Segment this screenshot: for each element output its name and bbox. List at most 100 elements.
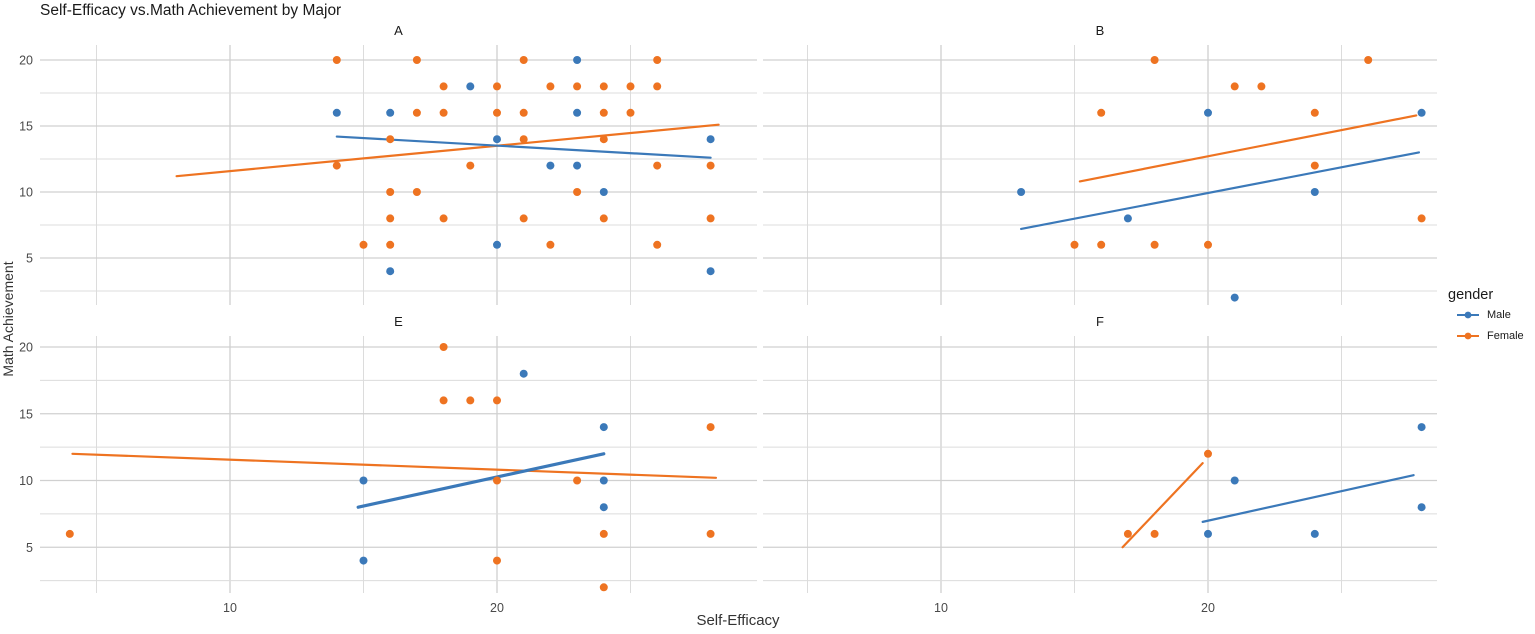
point-female-A	[653, 240, 662, 249]
point-male-B	[1417, 108, 1426, 117]
point-female-A	[599, 82, 608, 91]
point-female-A	[493, 82, 501, 91]
point-female-E	[573, 476, 582, 485]
point-male-A	[332, 108, 341, 117]
point-female-A	[439, 82, 448, 91]
point-female-B	[1364, 56, 1373, 64]
point-female-B	[1417, 214, 1426, 223]
legend-label-female: Female	[1487, 330, 1524, 342]
point-male-B	[1310, 188, 1319, 196]
trend-line-male-B	[1019, 151, 1421, 231]
point-male-B	[1230, 293, 1239, 302]
point-male-A	[493, 135, 501, 144]
facet-strip-label-F: F	[1096, 314, 1104, 329]
point-male-A	[573, 56, 582, 64]
point-female-B	[1310, 108, 1319, 117]
point-female-B	[1097, 108, 1106, 117]
point-male-E	[359, 556, 368, 565]
point-female-F	[1123, 529, 1132, 538]
point-female-A	[519, 108, 528, 117]
y-tick-label: 10	[19, 474, 33, 488]
point-female-A	[626, 108, 635, 117]
point-male-E	[599, 476, 608, 485]
point-female-A	[359, 240, 368, 249]
point-female-E	[599, 583, 608, 592]
point-female-E	[439, 396, 448, 405]
point-female-B	[1150, 240, 1159, 249]
point-female-A	[599, 108, 608, 117]
x-tick-label: 20	[490, 601, 504, 615]
y-tick-label: 15	[19, 407, 33, 421]
y-tick-label: 10	[19, 186, 33, 200]
trend-line-female-E	[71, 452, 718, 479]
point-female-A	[466, 161, 475, 170]
trend-line-male-A	[335, 135, 712, 159]
point-female-A	[412, 56, 421, 64]
x-tick-label: 20	[1201, 601, 1215, 615]
point-male-A	[493, 240, 501, 249]
point-male-B	[1123, 214, 1132, 223]
point-female-B	[1097, 240, 1106, 249]
point-female-B	[1204, 240, 1212, 249]
point-female-E	[493, 556, 501, 565]
point-female-A	[519, 214, 528, 223]
point-female-E	[466, 396, 475, 405]
point-male-B	[1017, 188, 1026, 196]
point-female-A	[653, 82, 662, 91]
point-male-F	[1310, 529, 1319, 538]
point-female-A	[519, 135, 528, 144]
point-male-A	[573, 161, 582, 170]
x-tick-label: 10	[223, 601, 237, 615]
legend-entry-male: Male	[1456, 309, 1534, 321]
point-male-A	[386, 108, 395, 117]
y-tick-label: 20	[19, 341, 33, 355]
point-female-A	[386, 214, 395, 223]
point-female-B	[1070, 240, 1079, 249]
point-female-A	[706, 214, 715, 223]
point-female-A	[653, 161, 662, 170]
point-female-A	[653, 56, 662, 64]
point-female-A	[386, 188, 395, 196]
point-female-A	[493, 108, 501, 117]
point-female-A	[599, 214, 608, 223]
point-female-E	[706, 423, 715, 432]
legend-title: gender	[1448, 287, 1494, 303]
point-male-F	[1417, 503, 1426, 512]
point-female-A	[332, 161, 341, 170]
point-female-E	[706, 529, 715, 538]
point-male-A	[546, 161, 555, 170]
point-female-A	[599, 135, 608, 144]
point-female-A	[439, 108, 448, 117]
point-female-E	[599, 529, 608, 538]
point-female-E	[493, 396, 501, 405]
point-female-A	[519, 56, 528, 64]
point-male-E	[599, 423, 608, 432]
point-male-F	[1204, 529, 1212, 538]
point-male-F	[1417, 423, 1426, 432]
point-female-A	[412, 108, 421, 117]
point-female-A	[412, 188, 421, 196]
x-axis-title: Self-Efficacy	[696, 612, 780, 629]
trend-line-female-B	[1078, 114, 1418, 183]
point-female-A	[573, 82, 582, 91]
trend-line-female-F	[1121, 462, 1204, 549]
point-female-A	[706, 161, 715, 170]
point-male-A	[573, 108, 582, 117]
x-tick-label: 10	[934, 601, 948, 615]
facet-strip-label-A: A	[394, 23, 403, 38]
point-female-E	[493, 476, 501, 485]
point-female-F	[1204, 449, 1212, 458]
legend-label-male: Male	[1487, 309, 1511, 321]
point-male-F	[1230, 476, 1239, 485]
facet-strip-label-B: B	[1096, 23, 1105, 38]
legend-entry-female: Female	[1456, 330, 1534, 342]
female-line-dot-icon	[1457, 332, 1479, 340]
point-male-E	[599, 503, 608, 512]
point-female-E	[439, 343, 448, 351]
trend-line-male-E	[356, 452, 606, 509]
point-female-B	[1257, 82, 1266, 91]
point-female-A	[546, 82, 555, 91]
point-male-A	[706, 135, 715, 144]
